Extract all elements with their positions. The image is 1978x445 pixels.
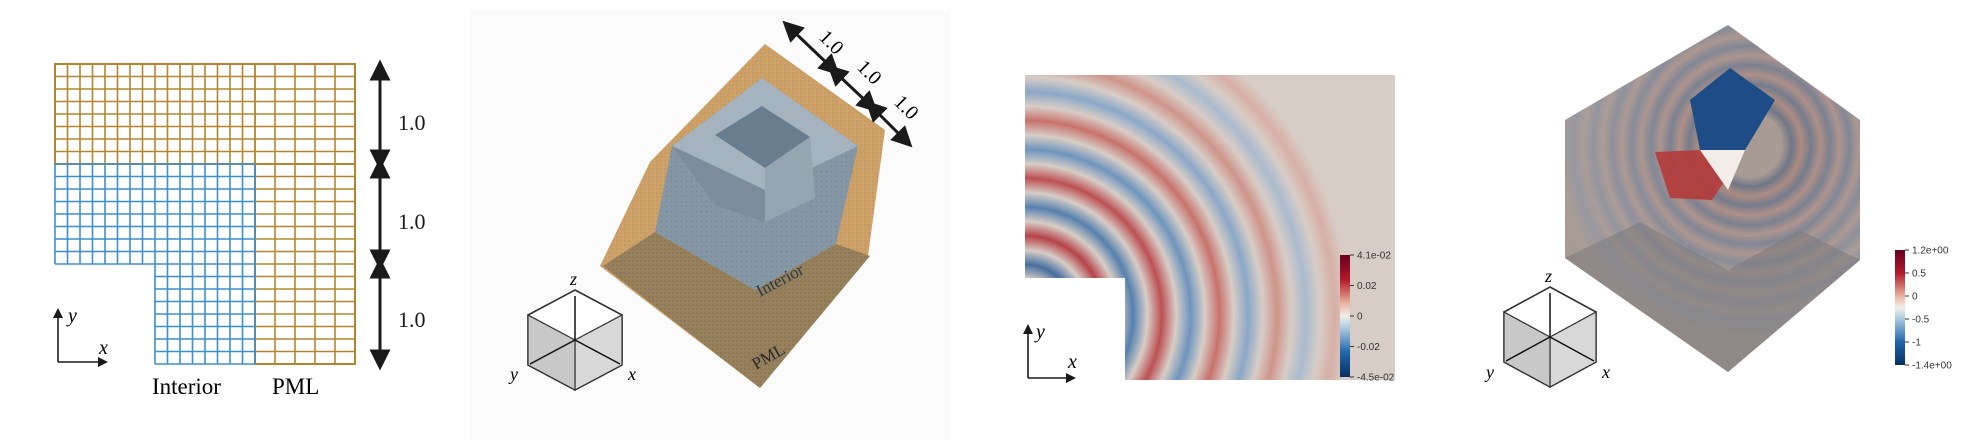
colorbar-tick-label: -0.5: [1912, 315, 1930, 326]
colorbar-tick-label: -0.02: [1357, 342, 1380, 353]
y-axis-label: y: [1034, 321, 1045, 343]
wavefield-plot: [1025, 75, 1395, 380]
x-axis-label: x: [1067, 351, 1077, 373]
colorbar-tick-label: 0: [1912, 292, 1918, 303]
interior-notch: [715, 106, 810, 168]
colorbar-tick-label: -1.4e+00: [1912, 361, 1952, 372]
colorbar-tick-label: 0.02: [1357, 281, 1377, 292]
z-axis-label: z: [569, 269, 577, 289]
colorbar-ticks: 1.2e+00 0.5 0 -0.5 -1 -1.4e+00: [1905, 246, 1952, 372]
panel-b-mesh-3d: Interior PML 1.0 1.0 1.0 z y x: [470, 10, 950, 440]
y-axis-label: y: [66, 305, 77, 327]
pml-grid-lines: [54, 63, 356, 365]
x-axis-arrowhead: [1066, 373, 1076, 383]
interior-notch-side: [672, 146, 765, 222]
y-axis-label: y: [508, 364, 518, 384]
colorbar: [1340, 255, 1350, 377]
x-axis-label: x: [98, 337, 108, 359]
colorbar-tick-label: 0: [1357, 312, 1363, 323]
interior-notch-side: [765, 137, 815, 222]
panel-c-wavefield-2d: y x 4.1e-02 0.02 0 -0.02 -4.5e-02: [1023, 75, 1395, 384]
dimension-arrow: [782, 20, 840, 76]
y-axis-arrowhead: [1023, 324, 1033, 334]
orientation-cube: z y x: [1484, 266, 1610, 389]
pml-label: PML: [272, 374, 319, 399]
x-axis-label: x: [627, 364, 636, 384]
colorbar-tick-label: 1.2e+00: [1912, 246, 1949, 257]
colorbar-ticks: 4.1e-02 0.02 0 -0.02 -4.5e-02: [1350, 251, 1395, 384]
x-axis-arrowhead: [98, 357, 108, 367]
cube-bottom-face: [1565, 222, 1860, 372]
dimension-arrow: [865, 100, 913, 148]
colorbar-tick-label: -4.5e-02: [1357, 373, 1395, 384]
dimension-label: 1.0: [398, 110, 426, 135]
colorbar-tick-label: -1: [1912, 338, 1921, 349]
z-axis-label: z: [1544, 266, 1552, 286]
interior-grid-lines: [54, 163, 256, 365]
y-axis-label: y: [1484, 362, 1494, 382]
dimension-label: 1.0: [398, 307, 426, 332]
x-axis-label: x: [1601, 362, 1610, 382]
panel-d-wavefield-3d: z y x 1.2e+00 0.5 0 -0.5 -1 -1.4e+00: [1484, 25, 1952, 389]
colorbar-tick-label: 4.1e-02: [1357, 251, 1391, 262]
interior-notch-field: [1690, 68, 1775, 150]
dimension-arrow: [827, 64, 878, 113]
panel-a-mesh-2d: 1.0 1.0 1.0 y x Interior PML: [53, 59, 426, 399]
colorbar: [1895, 250, 1905, 365]
interior-notch-field: [1700, 150, 1745, 190]
colorbar-tick-label: 0.5: [1912, 269, 1926, 280]
y-axis-arrowhead: [53, 308, 63, 318]
interior-label: Interior: [152, 374, 221, 399]
dimension-label: 1.0: [398, 209, 426, 234]
orientation-cube: z y x: [508, 269, 636, 391]
